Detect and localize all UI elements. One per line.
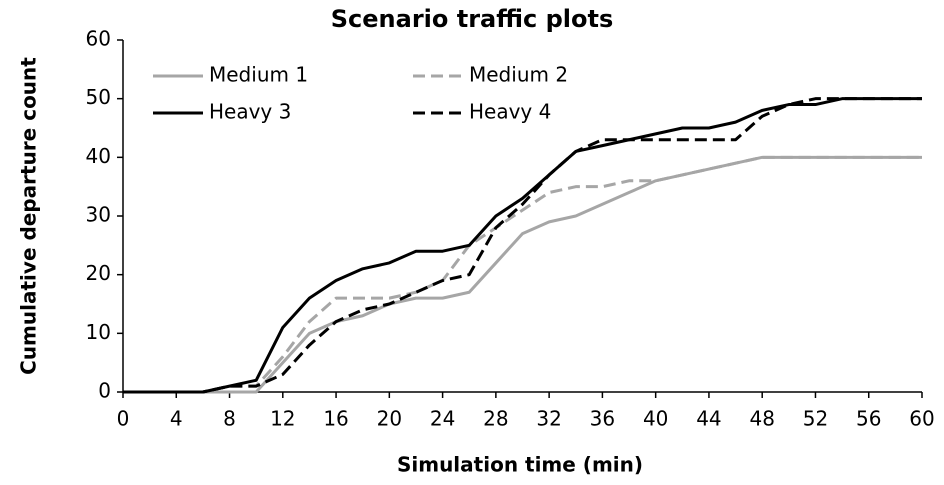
- series-line: [123, 155, 922, 394]
- legend-label: Heavy 4: [469, 100, 551, 124]
- x-tick-label: 4: [170, 407, 183, 431]
- y-tick-label: 0: [98, 379, 111, 403]
- x-tick-label: 16: [323, 407, 348, 431]
- x-tick-label: 40: [643, 407, 668, 431]
- x-tick-label: 32: [536, 407, 561, 431]
- y-tick-label: 30: [86, 203, 111, 227]
- legend-label: Heavy 3: [209, 100, 291, 124]
- y-tick-label: 40: [86, 144, 111, 168]
- y-tick-label: 10: [86, 320, 111, 344]
- x-tick-label: 8: [223, 407, 236, 431]
- x-axis-title: Simulation time (min): [397, 453, 643, 477]
- x-tick-label: 20: [377, 407, 402, 431]
- x-tick-label: 48: [749, 407, 774, 431]
- series-line: [123, 155, 922, 394]
- x-tick-label: 44: [696, 407, 721, 431]
- legend-label: Medium 2: [469, 63, 568, 87]
- x-tick-label: 28: [483, 407, 508, 431]
- y-axis-title: Cumulative departure count: [17, 57, 41, 375]
- series-line: [123, 97, 922, 394]
- x-tick-label: 36: [590, 407, 615, 431]
- legend-label: Medium 1: [209, 63, 308, 87]
- y-tick-label: 20: [86, 261, 111, 285]
- series-line: [123, 97, 922, 394]
- x-tick-label: 12: [270, 407, 295, 431]
- x-tick-label: 24: [430, 407, 455, 431]
- y-tick-label: 60: [86, 27, 111, 51]
- x-tick-label: 60: [909, 407, 934, 431]
- x-tick-label: 56: [856, 407, 881, 431]
- x-tick-label: 52: [803, 407, 828, 431]
- y-tick-label: 50: [86, 85, 111, 109]
- x-tick-label: 0: [117, 407, 130, 431]
- chart-title: Scenario traffic plots: [331, 5, 613, 33]
